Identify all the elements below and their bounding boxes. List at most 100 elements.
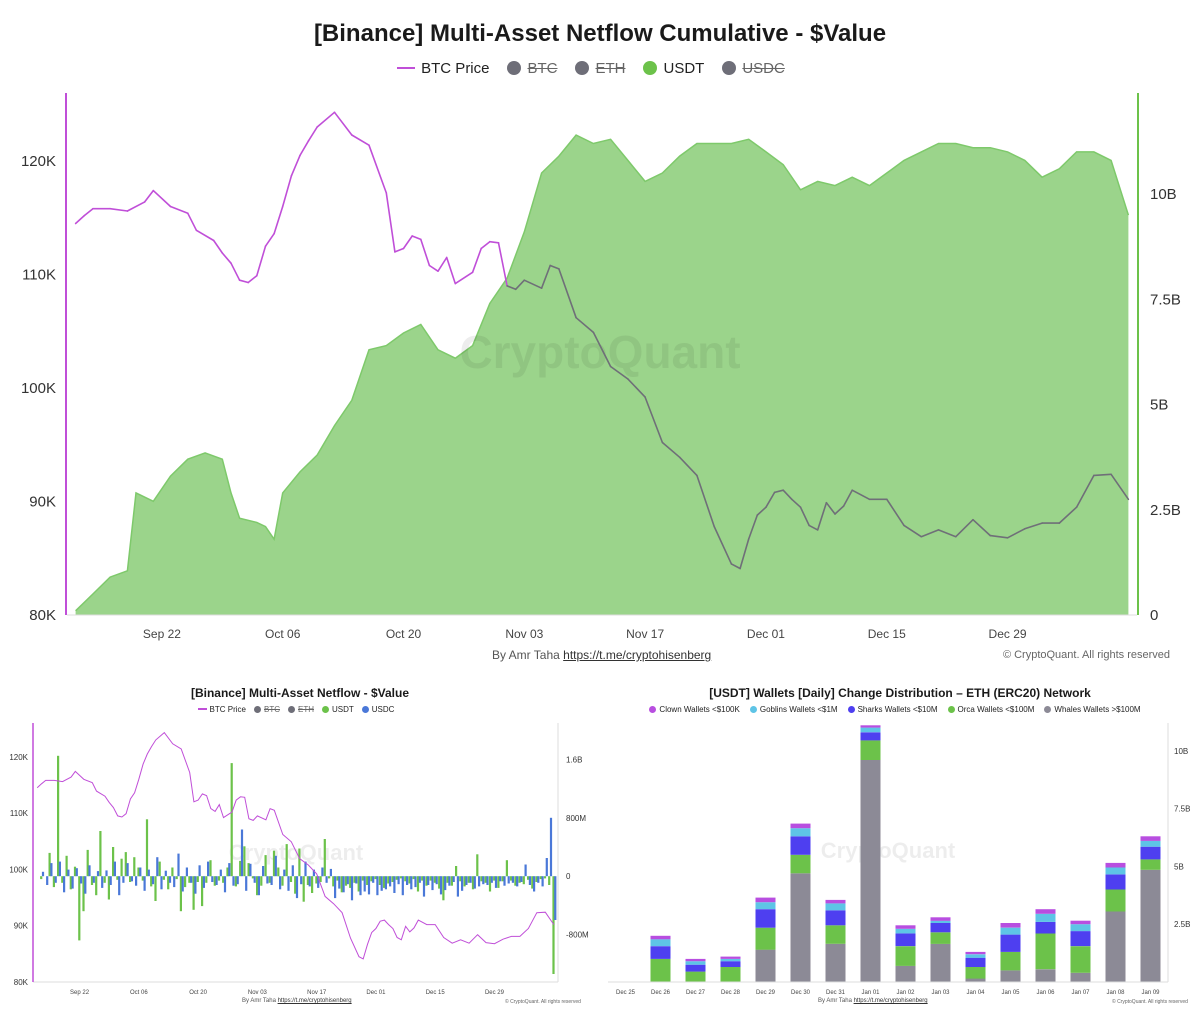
legend-item-whales-wallets-100m[interactable]: Whales Wallets >$100M [1044,705,1141,714]
usdc-netflow-bar [444,876,447,891]
stacked-bar-clown [825,899,846,904]
legend-item-usdc[interactable]: USDC [361,705,394,714]
stacked-bar-orca [685,971,706,982]
btc-price-segment [989,534,1009,539]
stacked-bar-goblins [685,961,706,965]
usdc-netflow-bar [520,876,523,882]
stacked-bar-orca [895,946,916,966]
chart1-x-tick-label: Sep 22 [143,627,181,641]
usdc-netflow-bar [300,876,303,885]
chart1-right-tick-label: 5B [1150,397,1168,414]
btc-price-segment [816,501,828,531]
btc-price-segment [143,189,155,203]
btc-price-segment [411,235,422,241]
chart3-x-tick-label: Dec 28 [721,990,741,996]
btc-price-segment [488,240,500,244]
usdc-netflow-bar [338,876,341,889]
chart2-plot: CryptoQuant80K90K100K110K120K-800M0800M1… [9,723,589,996]
legend-label: BTC [264,704,280,714]
usdt-netflow-bar [65,855,68,877]
usdt-netflow-bar [349,876,352,888]
stacked-bar-orca [720,967,741,982]
usdc-netflow-bar [431,876,434,891]
usdc-netflow-bar [456,876,459,897]
stacked-bar-clown [1105,862,1126,868]
btc-price-segment [126,201,146,212]
usdc-netflow-bar [469,876,472,883]
stacked-bar-clown [895,925,916,929]
stacked-bar-clown [720,956,741,959]
usdc-netflow-bar [168,876,172,883]
usdc-netflow-bar [75,868,78,877]
legend-item-btc-price[interactable]: BTC Price [197,705,246,714]
btc-price-segment [480,240,491,250]
legend-item-eth[interactable]: ETH [288,705,314,714]
usdc-netflow-bar [63,876,66,893]
usdc-netflow-bar [482,876,485,885]
legend-item-clown-wallets-100k[interactable]: Clown Wallets <$100K [649,705,740,714]
legend-item-goblins-wallets-1m[interactable]: Goblins Wallets <$1M [749,705,838,714]
chart1-author-link[interactable]: https://t.me/cryptohisenberg [563,648,712,662]
btc-price-segment [773,489,785,494]
btc-price-segment [152,189,172,208]
usdt-netflow-bar [488,876,492,892]
usdc-netflow-bar [334,876,337,899]
usdc-netflow-bar [207,861,210,877]
chart2-right-tick-label: 1.6B [566,755,582,764]
usdc-netflow-bar [401,876,404,896]
btc-price-segment [609,365,629,380]
usdt-netflow-bar [522,876,525,885]
usdt-netflow-bar [289,876,293,882]
usdc-netflow-bar [92,876,95,883]
chart2-left-tick-label: 80K [14,978,29,987]
btc-price-segment [799,506,810,527]
btc-price-segment [937,529,957,538]
btc-price-segment [661,441,681,459]
usdc-netflow-bar [67,869,70,877]
legend-item-usdt[interactable]: USDT [322,705,354,714]
usdc-netflow-bar [376,876,379,896]
stacked-bar-orca [650,958,671,982]
btc-price-segment [885,498,905,527]
chart1-title: [Binance] Multi-Asset Netflow Cumulative… [313,20,887,47]
usdc-netflow-bar [198,865,201,877]
usdc-netflow-bar [321,867,324,877]
usdc-netflow-bar [58,861,61,877]
usdt-netflow-bar [336,876,339,881]
chart3-x-tick-label: Jan 08 [1106,990,1125,996]
legend-item-usdc[interactable]: USDC [722,60,785,77]
usdt-netflow-bar [455,866,458,877]
chart3-author-link[interactable]: https://t.me/cryptohisenberg [853,998,928,1004]
chart2-author-link[interactable]: https://t.me/cryptohisenberg [277,998,352,1004]
chart3-plot: CryptoQuant Dec 25 Dec 26 Dec 27 Dec 28 Dec 2… [608,723,1190,996]
usdc-netflow-bar [367,876,371,895]
usdc-netflow-bar [325,876,328,883]
legend-item-eth[interactable]: ETH [575,60,625,77]
stacked-bar-orca [790,854,811,874]
usdt-cumulative-area [75,135,1129,615]
usdt-netflow-bar [209,860,212,877]
usdc-netflow-bar [422,876,426,897]
legend-item-btc[interactable]: BTC [254,705,280,714]
usdc-netflow-bar [156,857,159,877]
legend-item-usdt[interactable]: USDT [643,60,704,77]
legend-item-btc-price[interactable]: BTC Price [397,60,489,77]
usdc-netflow-bar [295,876,299,899]
usdt-netflow-bar [467,876,470,883]
usdt-netflow-bar [179,876,182,912]
chart1-copyright: © CryptoQuant. All rights reserved [1002,649,1170,661]
chart1-legend: BTC Price BTC ETH USDT USDC [0,57,1200,79]
usdt-netflow-bar [137,867,140,877]
usdc-netflow-bar [384,876,387,890]
legend-label: ETH [595,59,626,77]
stacked-bar-sharks [860,732,881,741]
legend-item-btc[interactable]: BTC [507,60,557,77]
legend-item-orca-wallets-100m[interactable]: Orca Wallets <$100M [947,705,1034,714]
usdt-netflow-bar [268,876,271,883]
legend-item-sharks-wallets-10m[interactable]: Sharks Wallets <$10M [847,705,938,714]
chart3-x-tick-label: Jan 09 [1141,990,1160,996]
legend-label: USDT [332,704,354,714]
usdc-netflow-bar [507,876,510,884]
legend-dot-marker [847,705,855,713]
chart2-x-tick-label: Oct 06 [130,990,148,996]
